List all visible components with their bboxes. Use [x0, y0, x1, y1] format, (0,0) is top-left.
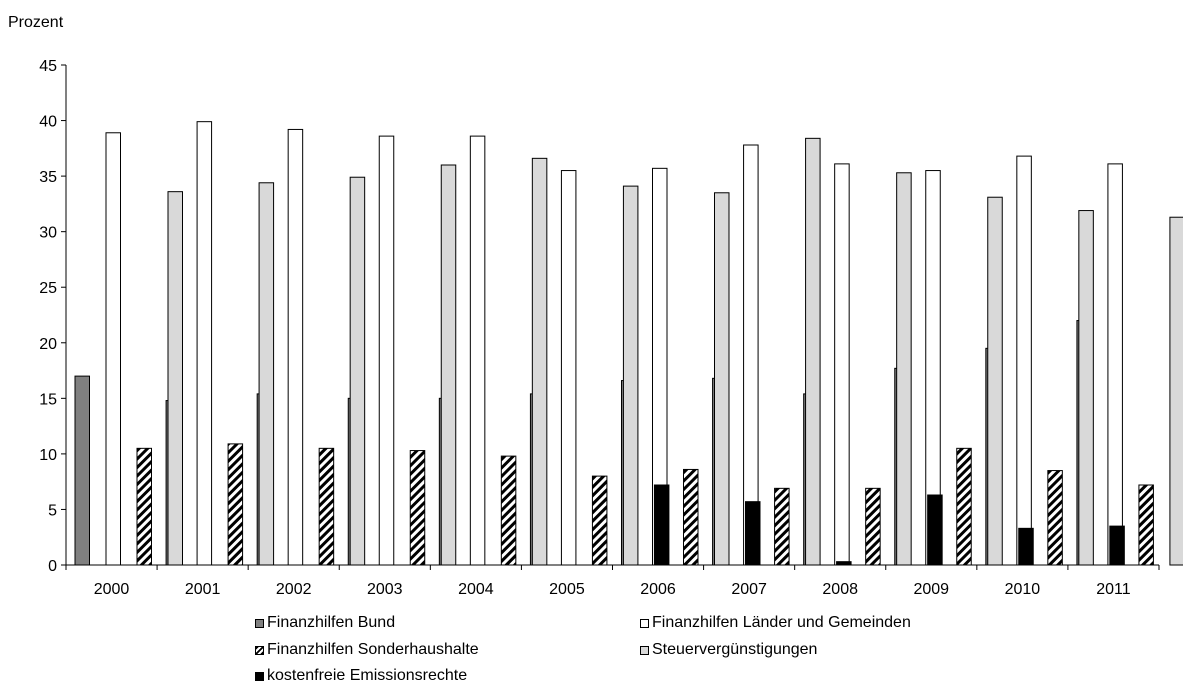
x-tick-label: 2003 [367, 581, 403, 598]
legend-label: kostenfreie Emissionsrechte [267, 667, 468, 684]
bar-kostenfreie-emissionsrechte [836, 561, 852, 566]
x-tick-label: 2002 [276, 581, 312, 598]
bar-finanzhilfen-laender-und-gemeinden [469, 135, 486, 566]
bar-finanzhilfen-laender-und-gemeinden [1016, 155, 1032, 566]
bar-steuerverguenstigungen [349, 176, 366, 566]
bar-kostenfreie-emissionsrechte [1018, 527, 1034, 566]
y-tick-label: 15 [39, 391, 57, 408]
bar-steuerverguenstigungen [1169, 216, 1183, 566]
legend-item-kostenfreie-emissionsrechte: kostenfreie Emissionsrechte [255, 667, 467, 685]
y-tick-label: 45 [39, 58, 57, 75]
bar-finanzhilfen-sonderhaushalte [956, 447, 972, 566]
x-tick-label: 2004 [458, 581, 494, 598]
bar-steuerverguenstigungen [440, 164, 457, 566]
legend-swatch [640, 645, 649, 655]
bar-finanzhilfen-sonderhaushalte [1047, 470, 1063, 566]
bar-finanzhilfen-sonderhaushalte [591, 475, 608, 566]
bar-finanzhilfen-laender-und-gemeinden [560, 170, 577, 566]
legend-label: Steuervergünstigungen [652, 641, 818, 658]
x-tick-label: 2006 [640, 581, 676, 598]
legend-label: Finanzhilfen Sonderhaushalte [267, 641, 479, 658]
bar-steuerverguenstigungen [987, 196, 1003, 566]
y-tick-label: 30 [39, 225, 57, 242]
bar-steuerverguenstigungen [622, 185, 639, 566]
bar-steuerverguenstigungen [167, 191, 183, 566]
x-tick-label: 2009 [913, 581, 949, 598]
bar-kostenfreie-emissionsrechte [1109, 525, 1125, 566]
x-tick-label: 2001 [185, 581, 221, 598]
bar-steuerverguenstigungen [1078, 210, 1094, 566]
x-tick-label: 2008 [822, 581, 858, 598]
y-tick-label: 20 [39, 336, 57, 353]
bar-steuerverguenstigungen [805, 137, 821, 566]
bar-steuerverguenstigungen [258, 182, 275, 566]
bar-finanzhilfen-laender-und-gemeinden [378, 135, 395, 566]
bar-finanzhilfen-sonderhaushalte [683, 468, 699, 566]
y-tick-label: 40 [39, 114, 57, 131]
bar-steuerverguenstigungen [714, 192, 730, 566]
legend-swatch [255, 671, 264, 681]
bar-finanzhilfen-sonderhaushalte [1138, 484, 1154, 566]
bar-finanzhilfen-sonderhaushalte [774, 487, 790, 566]
legend-label: Finanzhilfen Länder und Gemeinden [652, 614, 911, 631]
bar-finanzhilfen-sonderhaushalte [409, 450, 426, 566]
y-tick-label: 0 [48, 558, 57, 575]
x-tick-label: 2011 [1096, 581, 1131, 598]
legend-swatch [640, 618, 649, 628]
bar-finanzhilfen-laender-und-gemeinden [105, 132, 121, 566]
bar-finanzhilfen-sonderhaushalte [865, 487, 881, 566]
x-tick-label: 2010 [1005, 581, 1041, 598]
bar-kostenfreie-emissionsrechte [653, 484, 670, 566]
y-tick-label: 25 [39, 280, 57, 297]
bar-kostenfreie-emissionsrechte [927, 494, 943, 566]
y-tick-label: 10 [39, 447, 57, 464]
bar-kostenfreie-emissionsrechte [745, 501, 761, 566]
legend-label: Finanzhilfen Bund [267, 614, 396, 631]
y-tick-label: 5 [48, 502, 57, 519]
bar-finanzhilfen-laender-und-gemeinden [196, 121, 213, 566]
bar-steuerverguenstigungen [896, 172, 912, 566]
bar-finanzhilfen-bund [74, 375, 90, 566]
legend-item-finanzhilfen-laender: Finanzhilfen Länder und Gemeinden [640, 614, 911, 632]
bar-finanzhilfen-laender-und-gemeinden [834, 163, 850, 566]
y-axis-label: Prozent [8, 14, 64, 31]
bar-steuerverguenstigungen [531, 157, 548, 566]
bar-finanzhilfen-sonderhaushalte [136, 447, 152, 566]
x-tick-label: 2000 [94, 581, 130, 598]
legend-swatch [255, 618, 264, 628]
bar-finanzhilfen-sonderhaushalte [318, 447, 335, 566]
bar-finanzhilfen-sonderhaushalte [500, 455, 517, 566]
legend-swatch [255, 645, 264, 655]
x-tick-label: 2005 [549, 581, 585, 598]
bar-finanzhilfen-laender-und-gemeinden [287, 128, 304, 566]
legend-item-finanzhilfen-bund: Finanzhilfen Bund [255, 614, 395, 632]
bar-finanzhilfen-sonderhaushalte [227, 443, 244, 566]
legend-item-finanzhilfen-sonderhaushalte: Finanzhilfen Sonderhaushalte [255, 641, 479, 659]
x-tick-label: 2007 [731, 581, 767, 598]
legend-item-steuerverguenstigungen: Steuervergünstigungen [640, 641, 817, 659]
y-tick-label: 35 [39, 169, 57, 186]
bar-finanzhilfen-laender-und-gemeinden [1107, 163, 1123, 566]
